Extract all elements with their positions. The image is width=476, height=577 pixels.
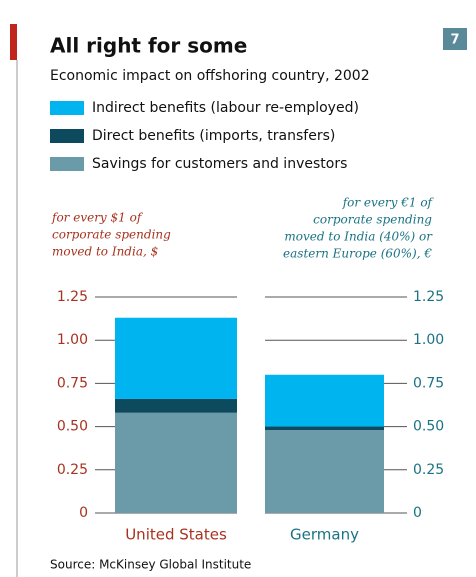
- y2-tick-label: 1.00: [413, 332, 444, 348]
- bar-segment: [265, 426, 384, 431]
- badge: 7: [450, 33, 459, 48]
- y2-tick-label: 0.75: [413, 375, 444, 391]
- source: Source: McKinsey Global Institute: [50, 558, 251, 572]
- chart-subtitle: Economic impact on offshoring country, 2…: [50, 68, 370, 84]
- right-axis-label: moved to India (40%) or: [284, 230, 433, 244]
- right-axis-label: corporate spending: [313, 213, 432, 227]
- y2-tick-label: 0: [413, 505, 422, 521]
- right-axis-label: eastern Europe (60%), €: [283, 247, 432, 261]
- y-tick-label: 0.75: [57, 375, 88, 391]
- chart-title: All right for some: [50, 34, 247, 58]
- bar-segment: [265, 374, 384, 427]
- y2-tick-label: 1.25: [413, 289, 444, 305]
- legend-label: Savings for customers and investors: [92, 156, 347, 172]
- legend-label: Indirect benefits (labour re-employed): [92, 100, 359, 116]
- legend-label: Direct benefits (imports, transfers): [92, 128, 335, 144]
- legend-swatch: [50, 157, 84, 171]
- y-tick-label: 1.25: [57, 289, 88, 305]
- badge-box: [443, 28, 467, 50]
- y-tick-label: 0: [79, 505, 88, 521]
- accent-bar: [10, 24, 17, 60]
- bar-segment: [115, 398, 237, 413]
- left-axis-label: moved to India, $: [52, 245, 158, 259]
- y-tick-label: 1.00: [57, 332, 88, 348]
- x-tick-label: Germany: [290, 526, 359, 544]
- left-axis-label: for every $1 of: [51, 211, 144, 225]
- bar-segment: [115, 317, 237, 399]
- left-axis-label: corporate spending: [52, 228, 171, 242]
- bar-segment: [115, 412, 237, 513]
- legend-swatch: [50, 129, 84, 143]
- legend-swatch: [50, 101, 84, 115]
- x-tick-label: United States: [125, 526, 227, 544]
- y2-tick-label: 0.25: [413, 462, 444, 478]
- y-tick-label: 0.50: [57, 419, 88, 435]
- y-tick-label: 0.25: [57, 462, 88, 478]
- right-axis-label: for every €1 of: [342, 196, 435, 210]
- bar-segment: [265, 430, 384, 513]
- y2-tick-label: 0.50: [413, 419, 444, 435]
